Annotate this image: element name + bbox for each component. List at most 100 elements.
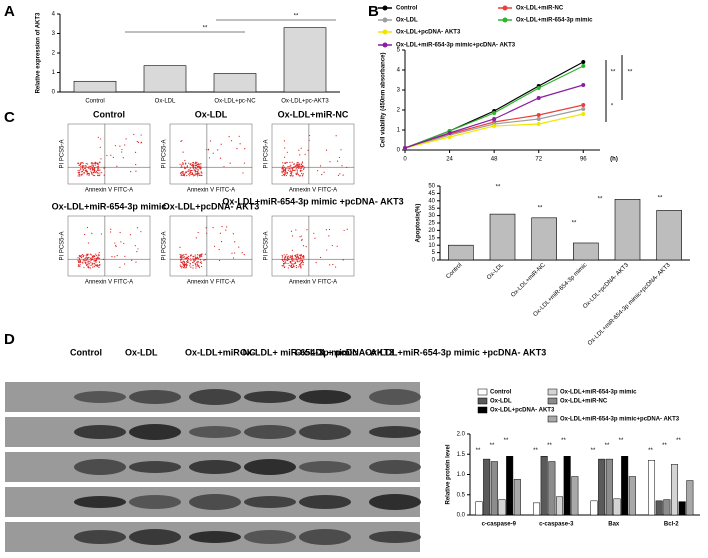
dot (190, 170, 192, 172)
band (369, 460, 421, 474)
dot (82, 166, 84, 169)
dot (99, 172, 101, 174)
legend-swatch (477, 388, 488, 396)
lane-label: Ox-LDL+ pcDNA- AKT3 (295, 347, 394, 357)
dot (294, 255, 297, 257)
dot (189, 258, 192, 260)
dot (114, 242, 116, 244)
dot (209, 140, 212, 142)
bar (655, 500, 663, 516)
dot (296, 258, 298, 260)
dot (289, 161, 291, 163)
dot (185, 162, 187, 164)
dot (92, 258, 94, 261)
bar (213, 73, 257, 93)
dot (181, 258, 183, 261)
dot (303, 166, 306, 168)
dot (194, 259, 197, 261)
dot (114, 145, 117, 147)
dot (228, 135, 230, 138)
marker (581, 103, 586, 107)
dot (219, 157, 222, 159)
y-tick-label: 1.5 (457, 452, 466, 458)
dot (192, 256, 194, 258)
dot (299, 254, 301, 256)
dot (181, 267, 183, 269)
dot (231, 252, 233, 254)
dot (195, 265, 197, 267)
band (244, 459, 296, 475)
bar (540, 456, 548, 516)
dot (80, 254, 82, 256)
dot (116, 165, 118, 167)
dot (189, 263, 192, 265)
band (369, 426, 421, 438)
dot (193, 169, 195, 171)
dot (194, 164, 197, 166)
dot (298, 167, 300, 169)
dot (297, 164, 299, 167)
dot (298, 164, 300, 167)
plot-title: Ox-LDL+miR-NC (278, 109, 349, 119)
dot (195, 162, 197, 164)
dot (290, 164, 292, 166)
dot (179, 256, 181, 258)
legend-label: Ox-LDL+miR-654-3p mimic+pcDNA- AKT3 (560, 417, 680, 423)
band (129, 495, 181, 509)
dot (242, 172, 244, 174)
dot (288, 264, 290, 267)
dot (295, 259, 297, 261)
x-tick-label: Control (445, 262, 463, 280)
dot (321, 173, 323, 176)
dot (92, 166, 94, 168)
dot (91, 169, 94, 171)
dot (287, 166, 289, 168)
dot (291, 254, 293, 256)
marker (492, 111, 497, 115)
legend-label: Ox-LDL+pcDNA- AKT3 (396, 30, 461, 36)
y-tick-label: 40 (428, 198, 435, 204)
dot (188, 162, 190, 164)
y-tick-label: 20 (428, 228, 435, 234)
dot (220, 241, 223, 243)
dot (299, 169, 301, 172)
dot (93, 260, 95, 262)
plot-title: Ox-LDL (195, 109, 228, 119)
band (189, 531, 241, 543)
dot (199, 167, 201, 169)
dot (78, 258, 81, 261)
x-tick-label: 0 (403, 157, 407, 163)
dot (282, 170, 285, 172)
dot (188, 261, 190, 263)
dot (299, 175, 301, 177)
legend-marker (502, 17, 508, 23)
y-axis-label: PI PCS5-A (264, 231, 270, 260)
dot (91, 165, 93, 167)
dot (136, 140, 138, 143)
dot (296, 171, 299, 173)
y-axis-label: Relative protein level (446, 444, 452, 504)
significance: ** (611, 70, 616, 76)
dot (99, 169, 101, 171)
band (74, 425, 126, 439)
bar (686, 480, 694, 516)
dot (79, 164, 81, 166)
dot (110, 231, 112, 233)
x-axis-label: (h) (610, 157, 618, 163)
dot (282, 162, 284, 164)
dot (283, 156, 286, 158)
dot (346, 228, 348, 230)
dot (299, 154, 301, 156)
dot (93, 162, 95, 165)
dot (302, 254, 305, 257)
dot (96, 166, 98, 168)
bar (613, 498, 621, 516)
dot (88, 173, 90, 175)
dot (189, 167, 191, 169)
dot (81, 171, 83, 173)
dot (179, 246, 181, 248)
dot (192, 164, 194, 166)
dot (79, 173, 81, 176)
marker (447, 135, 452, 139)
dot (197, 169, 199, 171)
